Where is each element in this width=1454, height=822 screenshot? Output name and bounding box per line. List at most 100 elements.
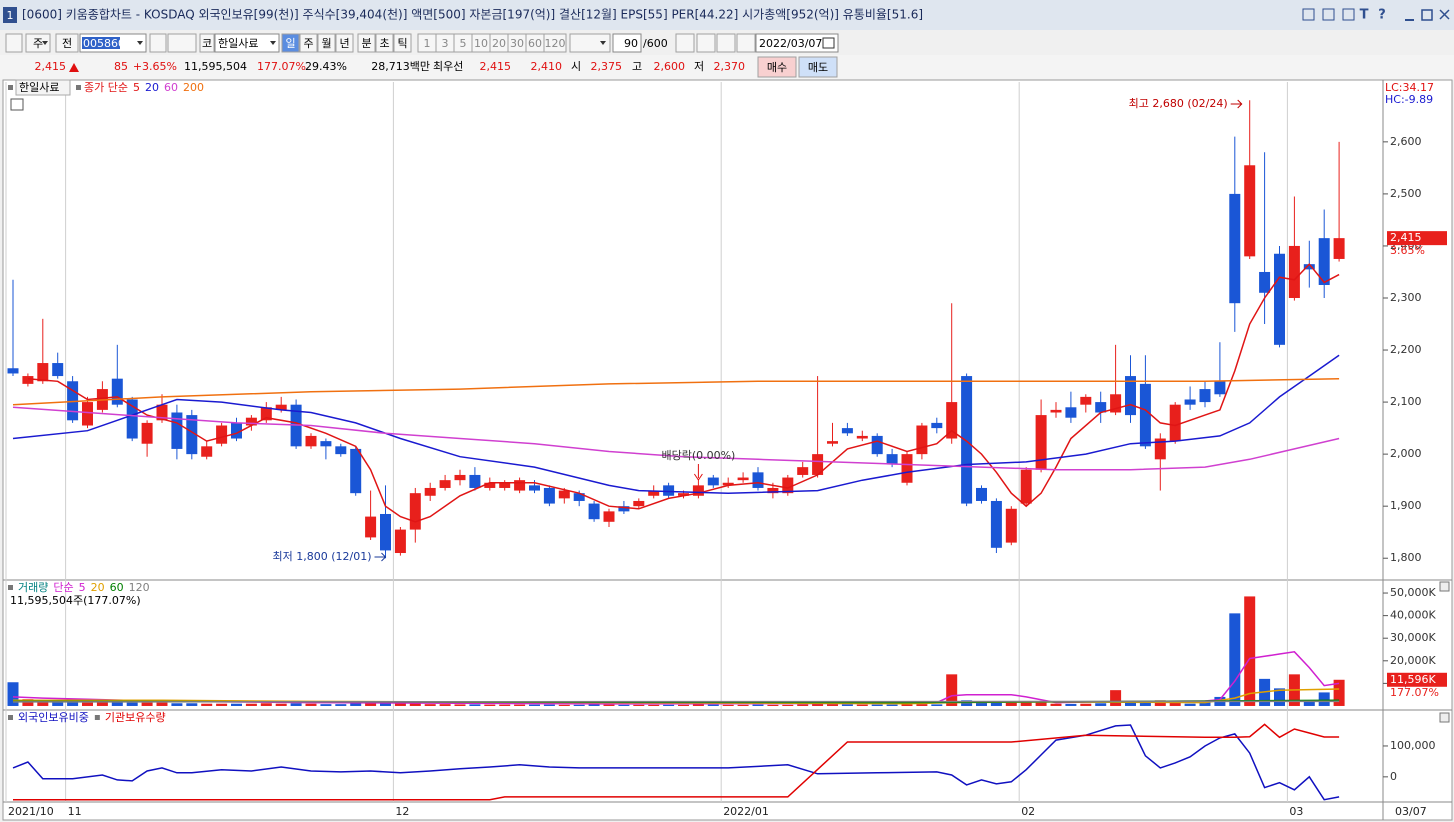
code-text[interactable]: 005860 bbox=[83, 37, 125, 50]
select-box[interactable] bbox=[569, 33, 611, 53]
stock-tag bbox=[15, 79, 71, 96]
button-label[interactable]: 일 bbox=[285, 36, 295, 50]
window-icon[interactable]: T bbox=[1360, 8, 1369, 23]
button[interactable] bbox=[675, 33, 695, 53]
button[interactable] bbox=[757, 56, 797, 78]
panel-button[interactable] bbox=[1439, 712, 1450, 723]
legend-entry: 20 bbox=[145, 81, 159, 94]
button-label[interactable]: 월 bbox=[321, 37, 331, 50]
button[interactable] bbox=[375, 33, 394, 53]
button-label[interactable]: 5 bbox=[460, 37, 467, 50]
count-text[interactable]: 90 bbox=[624, 37, 638, 50]
button[interactable] bbox=[716, 33, 736, 53]
volume-bar bbox=[1005, 702, 1017, 706]
button[interactable] bbox=[317, 33, 336, 53]
button-label[interactable]: 120 bbox=[545, 37, 566, 50]
count-input[interactable] bbox=[612, 33, 642, 53]
button-label[interactable]: 20 bbox=[492, 37, 506, 50]
button-label[interactable]: 주 bbox=[303, 37, 313, 50]
window-icon[interactable]: ? bbox=[1378, 8, 1386, 23]
volume-bar bbox=[335, 704, 347, 706]
y-tick-label: 50,000K bbox=[1390, 586, 1436, 599]
button-label[interactable]: 코 bbox=[202, 37, 212, 50]
date-text[interactable]: 2022/03/07 bbox=[759, 37, 822, 50]
button-label[interactable]: 주 bbox=[33, 37, 43, 50]
volume-bar bbox=[260, 703, 272, 706]
button[interactable] bbox=[25, 33, 51, 53]
volume-bar bbox=[320, 704, 332, 706]
button[interactable] bbox=[335, 33, 354, 53]
volume-bar bbox=[439, 704, 451, 706]
button-label[interactable]: 매수 bbox=[767, 61, 787, 74]
button[interactable] bbox=[149, 33, 167, 53]
button[interactable] bbox=[736, 33, 756, 53]
panel-button[interactable] bbox=[1439, 581, 1450, 592]
volume-bar bbox=[1154, 700, 1166, 706]
calendar-icon[interactable] bbox=[822, 37, 835, 49]
volume-bar bbox=[305, 703, 317, 706]
button[interactable] bbox=[543, 33, 567, 53]
button-label[interactable]: 전 bbox=[62, 37, 72, 50]
button[interactable] bbox=[299, 33, 318, 53]
button-label[interactable]: 초 bbox=[379, 37, 389, 50]
dropdown-arrow[interactable] bbox=[270, 41, 276, 45]
x-tick-label: 03 bbox=[1289, 805, 1303, 818]
close-button[interactable] bbox=[1439, 9, 1450, 20]
button[interactable] bbox=[199, 33, 215, 53]
button-label[interactable]: 분 bbox=[361, 37, 371, 50]
stock-name[interactable]: 한일사료 bbox=[218, 36, 258, 50]
panel-icon bbox=[8, 85, 13, 90]
candle-body bbox=[171, 412, 183, 449]
window-icon[interactable] bbox=[1322, 8, 1335, 21]
button-label[interactable]: 틱 bbox=[397, 37, 407, 50]
date-input[interactable] bbox=[755, 33, 839, 53]
annotation-arrow bbox=[1230, 99, 1243, 109]
line-series bbox=[12, 700, 1340, 703]
button-label[interactable]: 1 bbox=[424, 37, 431, 50]
button[interactable] bbox=[5, 33, 23, 53]
dropdown-arrow[interactable] bbox=[42, 41, 48, 45]
candle-body bbox=[946, 402, 958, 439]
button[interactable] bbox=[696, 33, 716, 53]
candle-body bbox=[707, 477, 719, 486]
button-label[interactable]: 3 bbox=[442, 37, 449, 50]
change: 85 bbox=[114, 60, 128, 73]
button[interactable] bbox=[167, 33, 197, 53]
button-label[interactable]: 매도 bbox=[808, 61, 828, 74]
current-date: 03/07 bbox=[1395, 805, 1427, 818]
button-label[interactable]: 년 bbox=[339, 37, 349, 50]
legend-entry: 단순 bbox=[53, 581, 73, 594]
stock-input[interactable] bbox=[214, 33, 280, 53]
lc: LC:34.17 bbox=[1385, 81, 1434, 94]
button[interactable] bbox=[357, 33, 376, 53]
last-value-box bbox=[1387, 231, 1447, 246]
button-label[interactable]: 10 bbox=[474, 37, 488, 50]
candle-body bbox=[990, 500, 1002, 548]
candle-body bbox=[1139, 383, 1151, 447]
button[interactable] bbox=[281, 33, 300, 53]
candle-body bbox=[1169, 404, 1181, 442]
button[interactable] bbox=[55, 33, 79, 53]
y-tick-label: 2,300 bbox=[1390, 291, 1422, 304]
x-tick-label: 02 bbox=[1021, 805, 1035, 818]
last-change: 3.65% bbox=[1390, 244, 1425, 257]
button[interactable] bbox=[798, 56, 838, 78]
volume-bar bbox=[380, 701, 391, 706]
button-label[interactable]: 60 bbox=[528, 37, 542, 50]
volume-bar bbox=[111, 701, 123, 706]
legend-entry: 60 bbox=[164, 81, 178, 94]
line-series bbox=[12, 724, 1340, 801]
volume-bar bbox=[96, 701, 108, 706]
code-selection[interactable] bbox=[82, 37, 120, 49]
window-icon[interactable] bbox=[1302, 8, 1315, 21]
legend-entry: 200 bbox=[183, 81, 204, 94]
dropdown-arrow[interactable] bbox=[137, 41, 143, 45]
button[interactable] bbox=[393, 33, 412, 53]
dropdown-arrow[interactable] bbox=[600, 41, 606, 45]
volume-bar bbox=[1080, 703, 1092, 706]
button-label[interactable]: 30 bbox=[510, 37, 524, 50]
maximize-button[interactable] bbox=[1421, 9, 1433, 21]
x-tick-label: 2022/01 bbox=[723, 805, 769, 818]
volume-bar bbox=[931, 704, 943, 706]
window-icon[interactable] bbox=[1342, 8, 1355, 21]
